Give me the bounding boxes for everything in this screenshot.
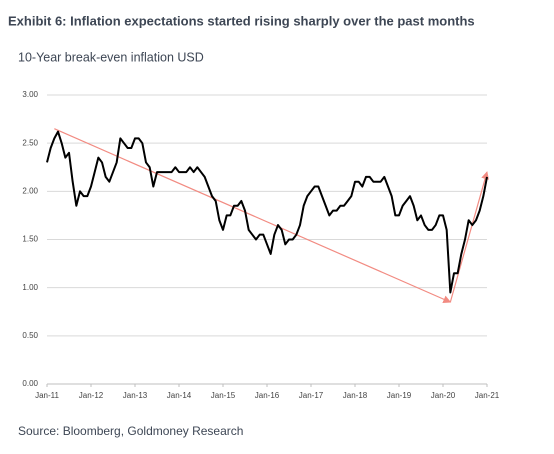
- x-tick-label: Jan-15: [211, 391, 236, 400]
- trend-arrow: [54, 128, 452, 303]
- x-tick-label: Jan-16: [255, 391, 280, 400]
- y-tick-label: 2.00: [22, 186, 38, 195]
- y-tick-label: 0.50: [22, 331, 38, 340]
- y-tick-label: 3.00: [22, 90, 38, 99]
- x-tick-label: Jan-11: [35, 391, 59, 400]
- trend-arrow: [449, 171, 489, 303]
- chart-title: Exhibit 6: Inflation expectations starte…: [8, 13, 475, 28]
- y-tick-label: 1.00: [22, 283, 38, 292]
- series-line: [46, 130, 488, 294]
- chart-subtitle: 10-Year break-even inflation USD: [18, 50, 204, 64]
- x-tick-label: Jan-21: [475, 391, 500, 400]
- x-tick-label: Jan-13: [123, 391, 148, 400]
- y-tick-label: 2.50: [22, 138, 38, 147]
- x-tick-label: Jan-20: [431, 391, 456, 400]
- x-tick-label: Jan-17: [299, 391, 324, 400]
- x-tick-label: Jan-18: [343, 391, 368, 400]
- x-tick-label: Jan-14: [167, 391, 192, 400]
- x-tick-label: Jan-12: [79, 391, 104, 400]
- y-tick-label: 1.50: [22, 235, 38, 244]
- source-note: Source: Bloomberg, Goldmoney Research: [18, 424, 243, 438]
- y-tick-label: 0.00: [22, 379, 38, 388]
- x-tick-label: Jan-19: [387, 391, 412, 400]
